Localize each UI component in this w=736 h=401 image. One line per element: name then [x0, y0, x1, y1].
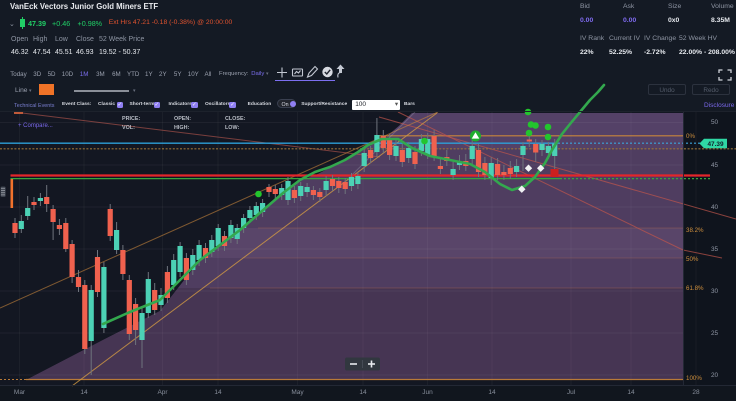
svg-text:47.39: 47.39 [708, 141, 724, 148]
